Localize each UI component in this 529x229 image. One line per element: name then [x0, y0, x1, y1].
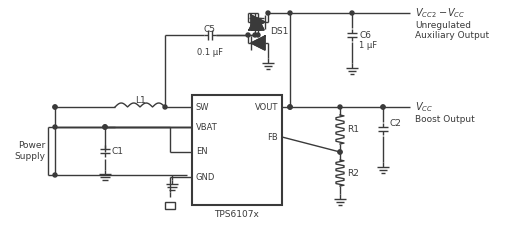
Circle shape [381, 105, 385, 109]
Text: $V_{CC}$: $V_{CC}$ [415, 100, 433, 114]
Text: GND: GND [196, 172, 215, 182]
Text: TPS6107x: TPS6107x [215, 210, 259, 219]
Circle shape [53, 173, 57, 177]
Text: L1: L1 [134, 96, 145, 105]
Bar [192, 95, 282, 205]
Text: $V_{CC2}$ −$V_{CC}$: $V_{CC2}$ −$V_{CC}$ [415, 6, 465, 20]
Circle shape [103, 125, 107, 129]
Circle shape [338, 150, 342, 154]
Polygon shape [252, 18, 264, 30]
Text: DS1: DS1 [270, 27, 288, 36]
Text: R2: R2 [347, 169, 359, 177]
Circle shape [288, 105, 292, 109]
Circle shape [53, 105, 57, 109]
Text: C2: C2 [390, 120, 402, 128]
Circle shape [288, 105, 292, 109]
Text: SW: SW [196, 103, 209, 112]
Text: Boost Output: Boost Output [415, 114, 475, 123]
Circle shape [381, 105, 385, 109]
Circle shape [338, 105, 342, 109]
Circle shape [103, 125, 107, 129]
Circle shape [338, 150, 342, 154]
Polygon shape [251, 36, 265, 50]
Text: VOUT: VOUT [254, 103, 278, 112]
Text: C5: C5 [204, 25, 216, 34]
Text: C1: C1 [112, 147, 124, 155]
Bar [165, 202, 175, 209]
Circle shape [163, 105, 167, 109]
Circle shape [53, 125, 57, 129]
Text: Auxiliary Output: Auxiliary Output [415, 30, 489, 39]
Text: C6: C6 [359, 30, 371, 39]
Circle shape [288, 105, 292, 109]
Text: 0.1 μF: 0.1 μF [197, 48, 223, 57]
Text: R1: R1 [347, 125, 359, 134]
Text: Power
Supply: Power Supply [14, 141, 45, 161]
Circle shape [246, 33, 250, 37]
Circle shape [266, 11, 270, 15]
Text: FB: FB [267, 133, 278, 142]
Circle shape [256, 33, 260, 37]
Circle shape [103, 125, 107, 129]
Text: VBAT: VBAT [196, 123, 218, 131]
Circle shape [288, 11, 292, 15]
Text: 1 μF: 1 μF [359, 41, 377, 49]
Circle shape [350, 11, 354, 15]
Text: Unregulated: Unregulated [415, 21, 471, 30]
Polygon shape [249, 18, 261, 30]
Circle shape [253, 33, 257, 37]
Circle shape [53, 105, 57, 109]
Text: EN: EN [196, 147, 207, 156]
Polygon shape [251, 15, 265, 29]
